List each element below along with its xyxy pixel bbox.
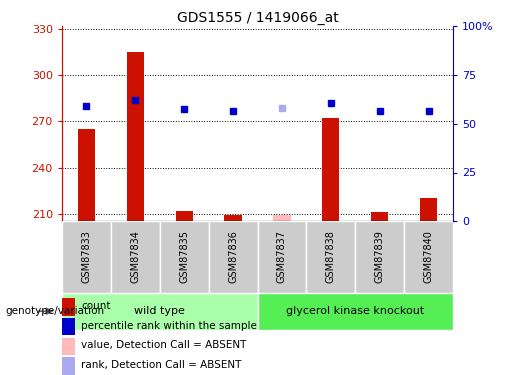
Bar xyxy=(371,212,388,221)
Bar xyxy=(225,215,242,221)
Bar xyxy=(355,221,404,292)
Bar xyxy=(322,118,339,221)
Bar xyxy=(62,292,258,330)
Bar xyxy=(258,221,306,292)
Bar xyxy=(62,298,76,315)
Bar xyxy=(62,338,76,355)
Text: GSM87838: GSM87838 xyxy=(326,230,336,284)
Bar xyxy=(62,357,76,375)
Bar xyxy=(258,292,453,330)
Text: GSM87840: GSM87840 xyxy=(424,230,434,284)
Bar xyxy=(420,198,437,221)
Bar xyxy=(62,221,111,292)
Text: count: count xyxy=(81,301,111,311)
Text: glycerol kinase knockout: glycerol kinase knockout xyxy=(286,306,424,316)
Text: GSM87835: GSM87835 xyxy=(179,230,189,284)
Text: wild type: wild type xyxy=(134,306,185,316)
Bar xyxy=(78,129,95,221)
Bar xyxy=(209,221,258,292)
Bar xyxy=(111,221,160,292)
Bar xyxy=(127,53,144,221)
Bar xyxy=(404,221,453,292)
Text: GSM87839: GSM87839 xyxy=(375,230,385,284)
Bar xyxy=(176,210,193,221)
Bar xyxy=(160,221,209,292)
Bar xyxy=(62,318,76,335)
Bar xyxy=(273,215,290,221)
Text: GSM87833: GSM87833 xyxy=(81,230,91,284)
Text: GDS1555 / 1419066_at: GDS1555 / 1419066_at xyxy=(177,11,338,25)
Text: percentile rank within the sample: percentile rank within the sample xyxy=(81,321,258,331)
Text: GSM87836: GSM87836 xyxy=(228,230,238,284)
Text: value, Detection Call = ABSENT: value, Detection Call = ABSENT xyxy=(81,340,247,351)
Bar xyxy=(306,221,355,292)
Text: rank, Detection Call = ABSENT: rank, Detection Call = ABSENT xyxy=(81,360,242,370)
Text: genotype/variation: genotype/variation xyxy=(5,306,104,316)
Text: GSM87834: GSM87834 xyxy=(130,230,140,284)
Text: GSM87837: GSM87837 xyxy=(277,230,287,284)
